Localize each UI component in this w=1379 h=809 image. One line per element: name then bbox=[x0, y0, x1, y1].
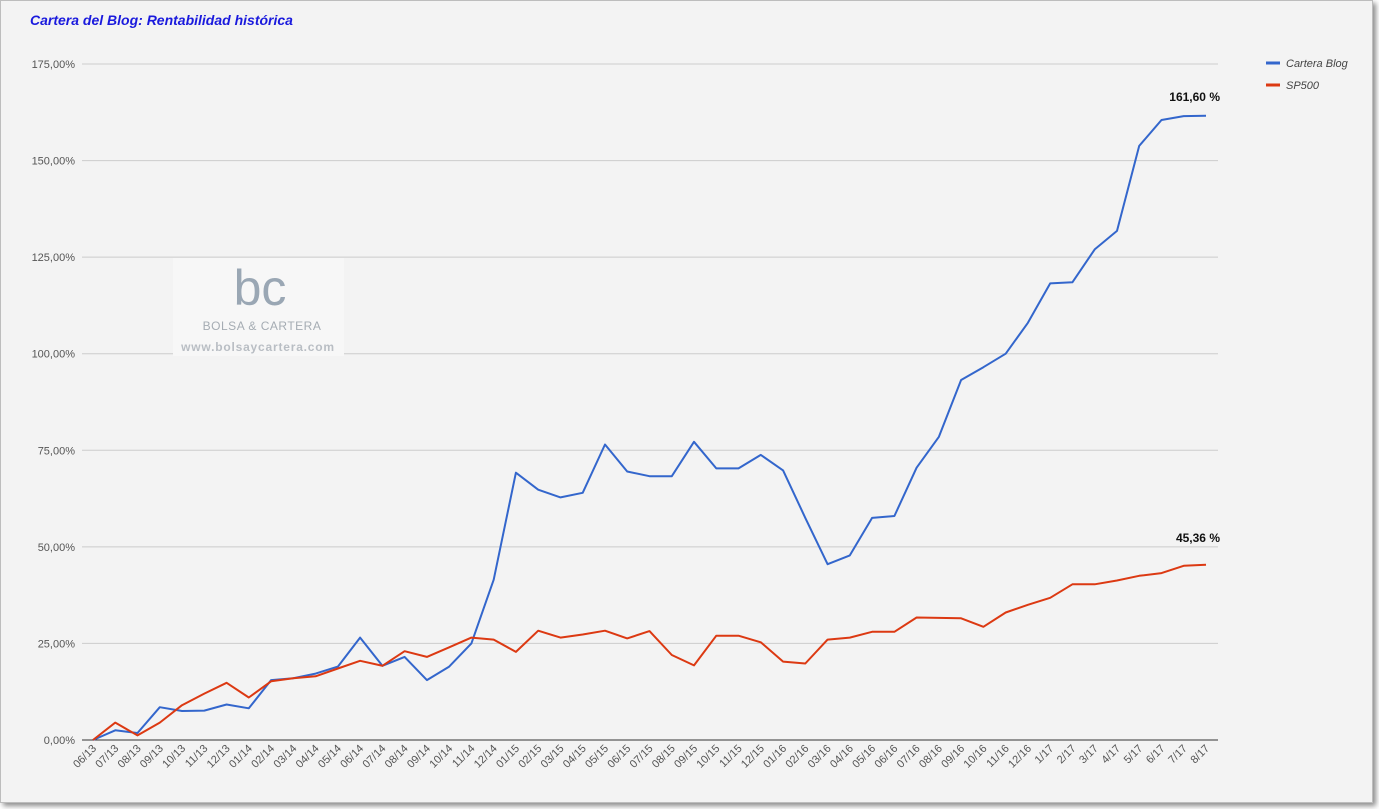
x-tick-label: 3/17 bbox=[1077, 743, 1101, 767]
y-tick-label: 25,00% bbox=[38, 638, 76, 650]
x-tick-label: 10/14 bbox=[427, 743, 455, 771]
x-tick-label: 11/16 bbox=[984, 743, 1011, 770]
x-tick-label: 10/15 bbox=[694, 743, 722, 771]
x-tick-label: 08/16 bbox=[917, 743, 945, 771]
y-tick-label: 50,00% bbox=[38, 542, 76, 554]
x-tick-label: 05/14 bbox=[316, 743, 344, 771]
x-tick-label: 12/15 bbox=[739, 743, 767, 771]
x-tick-label: 06/14 bbox=[338, 743, 366, 771]
x-axis-ticks: 06/1307/1308/1309/1310/1311/1312/1301/14… bbox=[71, 743, 1212, 771]
x-tick-label: 02/16 bbox=[783, 743, 811, 771]
x-tick-label: 06/13 bbox=[71, 743, 99, 771]
x-tick-label: 01/16 bbox=[761, 743, 789, 771]
x-tick-label: 7/17 bbox=[1166, 743, 1190, 767]
x-tick-label: 02/15 bbox=[516, 743, 544, 771]
x-tick-label: 08/15 bbox=[650, 743, 678, 771]
x-tick-label: 09/14 bbox=[405, 743, 433, 771]
y-axis-ticks: 0,00% 25,00% 50,00% 75,00% 100,00% 125,00% 150… bbox=[32, 59, 76, 747]
end-label-1: 45,36 % bbox=[1176, 531, 1220, 545]
y-tick-label: 75,00% bbox=[38, 445, 76, 457]
y-tick-label: 175,00% bbox=[32, 59, 76, 71]
x-tick-label: 1/17 bbox=[1033, 743, 1057, 767]
legend-label-0: Cartera Blog bbox=[1286, 58, 1349, 70]
series-line-1 bbox=[92, 563, 1207, 741]
chart-title: Cartera del Blog: Rentabilidad histórica bbox=[30, 12, 293, 28]
watermark-logo: bc bbox=[234, 260, 287, 316]
end-annotations: 161,60 % 45,36 % bbox=[1169, 90, 1220, 545]
x-tick-label: 07/13 bbox=[93, 743, 121, 771]
x-tick-label: 03/14 bbox=[272, 743, 300, 771]
x-tick-label: 05/15 bbox=[583, 743, 611, 771]
x-tick-label: 08/13 bbox=[116, 743, 144, 771]
x-tick-label: 06/16 bbox=[873, 743, 901, 771]
end-label-0: 161,60 % bbox=[1169, 90, 1220, 104]
watermark-background bbox=[173, 258, 344, 356]
x-tick-label: 4/17 bbox=[1099, 743, 1123, 767]
x-tick-label: 12/16 bbox=[1006, 743, 1034, 771]
series-lines bbox=[92, 114, 1207, 741]
x-tick-label: 04/16 bbox=[828, 743, 856, 771]
x-tick-label: 03/15 bbox=[539, 743, 567, 771]
x-tick-label: 02/14 bbox=[249, 743, 277, 771]
x-tick-label: 12/14 bbox=[472, 743, 500, 771]
x-tick-label: 11/13 bbox=[183, 743, 210, 770]
watermark: bc BOLSA & CARTERA www.bolsaycartera.com bbox=[173, 258, 344, 356]
x-tick-label: 01/15 bbox=[494, 743, 522, 771]
x-tick-label: 6/17 bbox=[1144, 743, 1168, 767]
grid-lines bbox=[82, 63, 1218, 741]
y-tick-label: 125,00% bbox=[32, 252, 76, 264]
x-tick-label: 07/16 bbox=[895, 743, 923, 771]
x-tick-label: 03/16 bbox=[806, 743, 834, 771]
x-tick-label: 07/14 bbox=[361, 743, 389, 771]
x-tick-label: 8/17 bbox=[1188, 743, 1212, 767]
x-tick-label: 01/14 bbox=[227, 743, 255, 771]
watermark-url: www.bolsaycartera.com bbox=[180, 340, 335, 354]
x-tick-label: 10/16 bbox=[962, 743, 990, 771]
x-tick-label: 08/14 bbox=[383, 743, 411, 771]
x-tick-label: 09/16 bbox=[939, 743, 967, 771]
y-tick-label: 100,00% bbox=[32, 349, 76, 361]
x-tick-label: 2/17 bbox=[1055, 743, 1079, 767]
y-tick-label: 150,00% bbox=[32, 156, 76, 168]
legend-label-1: SP500 bbox=[1286, 80, 1320, 92]
x-tick-label: 09/15 bbox=[672, 743, 700, 771]
x-tick-label: 04/15 bbox=[561, 743, 589, 771]
x-tick-label: 5/17 bbox=[1122, 743, 1146, 767]
series-line-0 bbox=[92, 114, 1207, 741]
x-tick-label: 04/14 bbox=[294, 743, 322, 771]
y-tick-label: 0,00% bbox=[44, 735, 75, 747]
x-tick-label: 11/14 bbox=[450, 743, 477, 770]
x-tick-label: 09/13 bbox=[138, 743, 166, 771]
x-tick-label: 07/15 bbox=[628, 743, 656, 771]
x-tick-label: 11/15 bbox=[717, 743, 744, 770]
legend: Cartera Blog SP500 bbox=[1266, 58, 1349, 92]
x-tick-label: 05/16 bbox=[850, 743, 878, 771]
x-tick-label: 12/13 bbox=[205, 743, 233, 771]
x-tick-label: 06/15 bbox=[605, 743, 633, 771]
watermark-name: BOLSA & CARTERA bbox=[203, 319, 322, 333]
x-tick-label: 10/13 bbox=[160, 743, 188, 771]
